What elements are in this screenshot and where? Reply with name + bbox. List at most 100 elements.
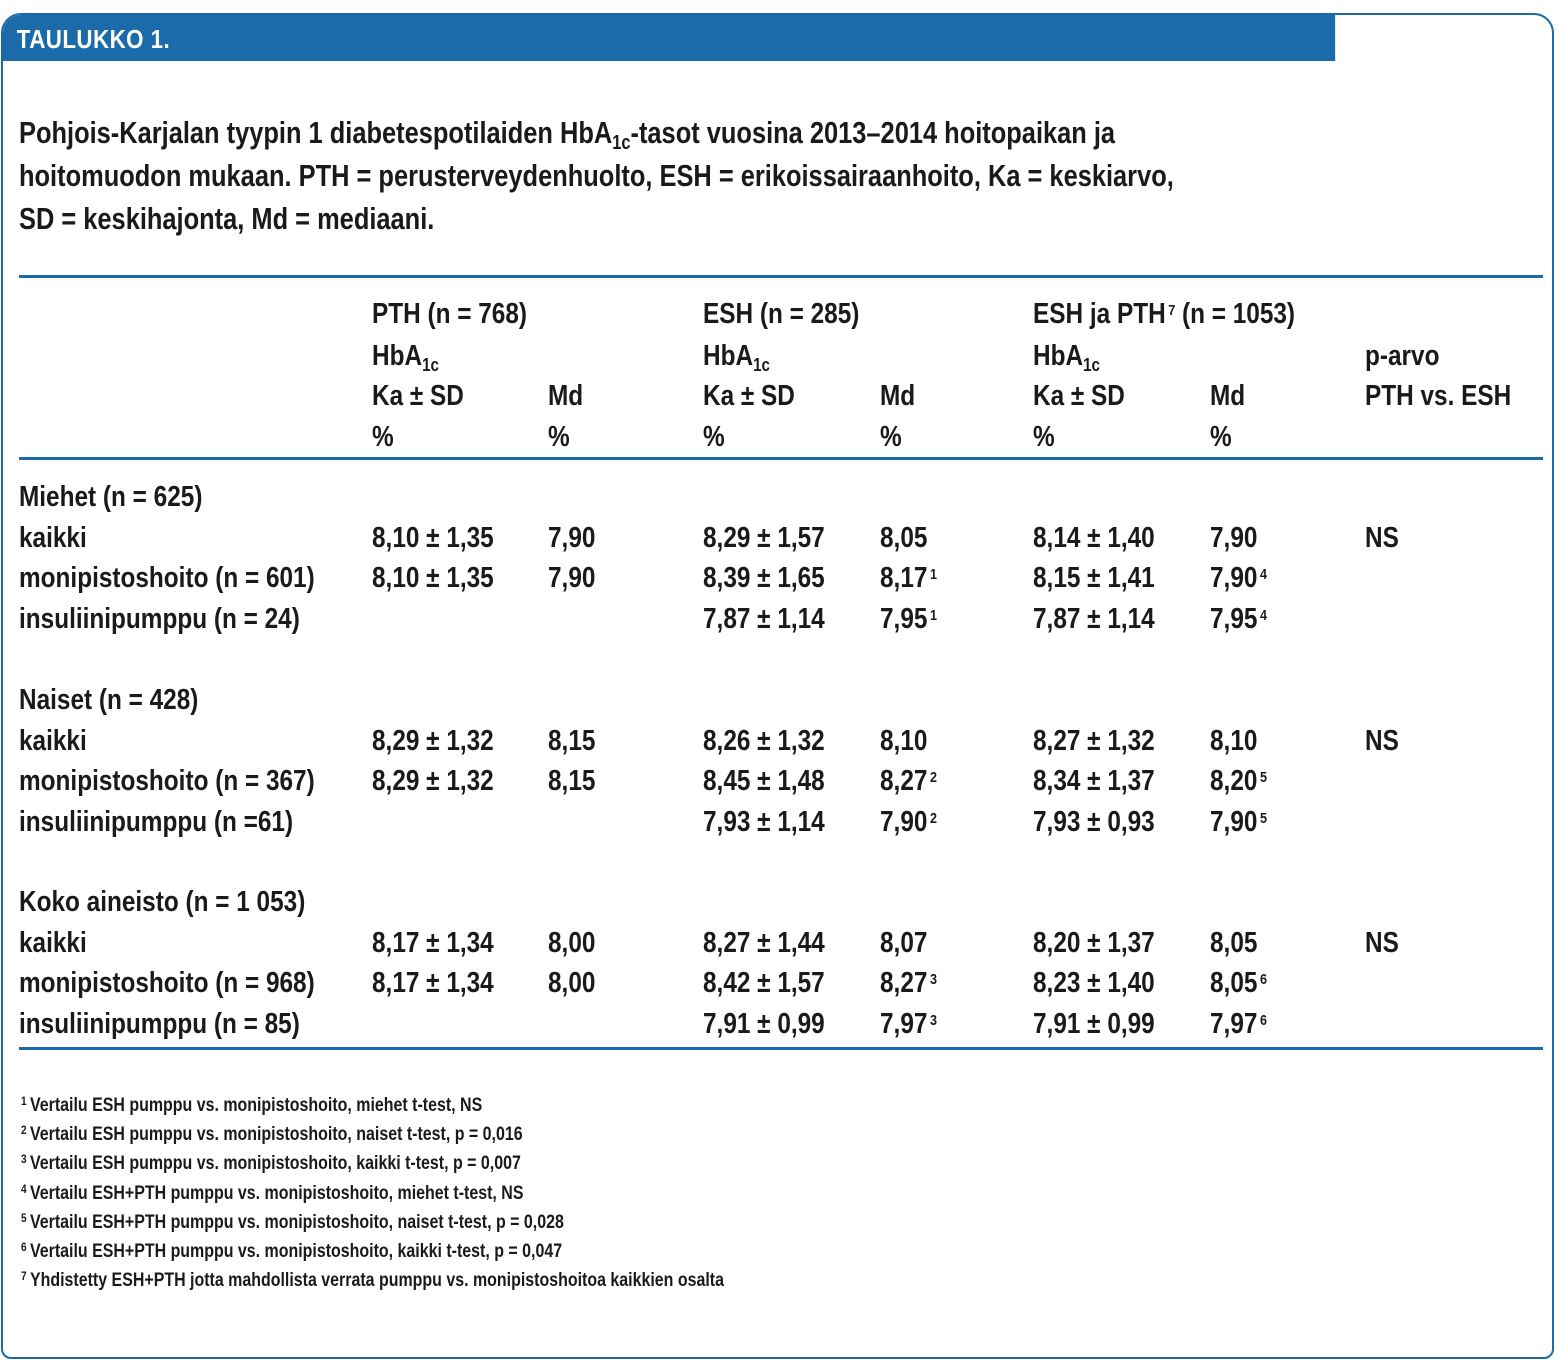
- table-cell-esh-mean: 8,39 ± 1,65: [703, 562, 825, 594]
- row-label: kaikki: [19, 521, 87, 554]
- row-label: insuliinipumppu (n = 85): [19, 1007, 300, 1040]
- header-unit-pth-mean: %: [372, 421, 394, 453]
- row-label: monipistoshoito (n = 367): [19, 765, 315, 797]
- header-group-combined: ESH ja PTH 7 (n = 1053): [1033, 298, 1296, 330]
- table-cell-esh-md: 7,90 2: [880, 805, 937, 838]
- table-cell-esh-md: 8,27 3: [880, 967, 937, 999]
- header-median-pth: Md: [548, 380, 584, 412]
- footnote-ref: 3: [929, 1011, 937, 1029]
- footnote-ref: 5: [1259, 809, 1267, 827]
- footnote-ref: 3: [929, 971, 937, 988]
- table-cell-all-md: 7,90 5: [1210, 805, 1267, 838]
- caption-line-1: Pohjois-Karjalan tyypin 1 diabetespotila…: [19, 111, 1495, 154]
- caption-part-2: -tasot vuosina 2013–2014 hoitopaikan ja: [630, 115, 1116, 150]
- footnote: 4 Vertailu ESH+PTH pumppu vs. monipistosh…: [21, 1181, 524, 1204]
- row-label: monipistoshoito (n = 601): [19, 562, 315, 594]
- table-cell-esh-mean: 7,87 ± 1,14: [703, 602, 825, 635]
- table-banner: TAULUKKO 1.: [3, 15, 1336, 61]
- table-cell-all-mean: 7,93 ± 0,93: [1033, 805, 1155, 838]
- header-measure-pth: HbA1c: [372, 340, 439, 375]
- table-cell-esh-mean: 8,27 ± 1,44: [703, 926, 825, 959]
- table-cell-all-mean: 8,20 ± 1,37: [1033, 926, 1155, 959]
- header-unit-esh-md: %: [880, 421, 902, 453]
- caption-subscript: 1c: [612, 132, 631, 154]
- row-label: insuliinipumppu (n = 24): [19, 602, 300, 635]
- header-mean-combined: Ka ± SD: [1033, 380, 1125, 412]
- table-caption: Pohjois-Karjalan tyypin 1 diabetespotila…: [19, 111, 1495, 240]
- footnote: 1 Vertailu ESH pumppu vs. monipistoshoito…: [21, 1094, 483, 1116]
- table-cell-esh-mean: 7,91 ± 0,99: [703, 1007, 825, 1040]
- footnote-ref: 2: [929, 769, 937, 786]
- header-measure-esh: HbA1c: [703, 340, 770, 375]
- table-cell-pth-mean: 8,29 ± 1,32: [372, 724, 494, 757]
- table-cell-all-md: 7,90 4: [1210, 562, 1267, 594]
- table-cell-esh-mean: 8,45 ± 1,48: [703, 765, 825, 797]
- table-cell-esh-md: 7,95 1: [880, 602, 937, 635]
- table-cell-esh-md: 8,05: [880, 521, 928, 554]
- table-cell-all-md: 7,97 6: [1210, 1007, 1267, 1040]
- table-cell-all-mean: 8,15 ± 1,41: [1033, 562, 1155, 594]
- footnote: 6 Vertailu ESH+PTH pumppu vs. monipistosh…: [21, 1240, 563, 1262]
- table-cell-all-mean: 8,34 ± 1,37: [1033, 765, 1155, 797]
- footnote: 3 Vertailu ESH pumppu vs. monipistoshoito…: [21, 1152, 521, 1175]
- row-label: insuliinipumppu (n =61): [19, 805, 294, 838]
- table-cell-all-md: 7,95 4: [1210, 602, 1267, 635]
- header-unit-esh-mean: %: [703, 421, 725, 453]
- table-cell-all-md: 8,20 5: [1210, 765, 1267, 797]
- table-cell-esh-mean: 8,26 ± 1,32: [703, 724, 825, 757]
- footnote: 2 Vertailu ESH pumppu vs. monipistoshoito…: [21, 1123, 523, 1146]
- table-cell-esh-mean: 8,29 ± 1,57: [703, 521, 825, 554]
- table-cell-esh-md: 8,27 2: [880, 765, 937, 797]
- row-label: monipistoshoito (n = 968): [19, 967, 315, 999]
- table-cell-esh-md: 7,97 3: [880, 1007, 937, 1040]
- header-mean-pth: Ka ± SD: [372, 380, 464, 412]
- table-cell-p: NS: [1365, 521, 1399, 554]
- header-group-esh: ESH (n = 285): [703, 298, 860, 330]
- table-cell-pth-mean: 8,17 ± 1,34: [372, 926, 494, 959]
- footnote-ref: 4: [1259, 566, 1267, 583]
- table-cell-pth-md: 8,00: [548, 967, 596, 999]
- footnote-ref: 1: [929, 606, 937, 624]
- table-cell-pth-mean: 8,10 ± 1,35: [372, 562, 494, 594]
- table-cell-all-md: 8,05 6: [1210, 967, 1267, 999]
- row-label: kaikki: [19, 926, 87, 959]
- table-cell-pth-md: 8,15: [548, 724, 596, 757]
- footnote-ref: 5: [1259, 769, 1267, 786]
- table-cell-esh-md: 8,07: [880, 926, 928, 959]
- table-cell-p: NS: [1365, 926, 1399, 959]
- table-cell-pth-md: 8,00: [548, 926, 596, 959]
- top-rule: [19, 275, 1543, 278]
- header-median-esh: Md: [880, 380, 916, 412]
- table-cell-all-mean: 8,23 ± 1,40: [1033, 967, 1155, 999]
- footnote: 5 Vertailu ESH+PTH pumppu vs. monipistosh…: [21, 1210, 564, 1233]
- row-label: kaikki: [19, 724, 87, 757]
- caption-line-2: hoitomuodon mukaan. PTH = perusterveyden…: [19, 158, 1174, 193]
- table-frame: TAULUKKO 1. Pohjois-Karjalan tyypin 1 di…: [1, 13, 1554, 1359]
- table-cell-all-mean: 7,91 ± 0,99: [1033, 1007, 1155, 1040]
- footnote: 7 Yhdistetty ESH+PTH jotta mahdollista ve…: [21, 1269, 724, 1292]
- table-cell-esh-mean: 8,42 ± 1,57: [703, 967, 825, 999]
- header-median-combined: Md: [1210, 380, 1246, 412]
- header-measure-combined: HbA1c: [1033, 340, 1100, 375]
- table-cell-all-md: 7,90: [1210, 521, 1258, 554]
- table-cell-pth-mean: 8,17 ± 1,34: [372, 967, 494, 999]
- header-rule: [19, 457, 1543, 460]
- bottom-rule: [19, 1047, 1543, 1050]
- table-cell-all-mean: 7,87 ± 1,14: [1033, 602, 1155, 635]
- table-cell-pth-mean: 8,29 ± 1,32: [372, 765, 494, 797]
- table-cell-all-md: 8,10: [1210, 724, 1258, 757]
- header-group-pth: PTH (n = 768): [372, 298, 528, 330]
- table-cell-esh-md: 8,10: [880, 724, 928, 757]
- group-title: Naiset (n = 428): [19, 684, 199, 716]
- footnote-ref: 4: [1259, 606, 1267, 624]
- table-cell-esh-md: 8,17 1: [880, 562, 937, 594]
- footnote-ref: 2: [929, 809, 937, 827]
- table-cell-pth-md: 8,15: [548, 765, 596, 797]
- table-cell-pth-md: 7,90: [548, 521, 596, 554]
- group-title: Koko aineisto (n = 1 053): [19, 886, 306, 918]
- table-cell-pth-md: 7,90: [548, 562, 596, 594]
- table-cell-all-mean: 8,14 ± 1,40: [1033, 521, 1155, 554]
- group-title: Miehet (n = 625): [19, 481, 203, 513]
- header-p-value: p-arvo: [1365, 340, 1440, 372]
- header-unit-pth-md: %: [548, 421, 570, 453]
